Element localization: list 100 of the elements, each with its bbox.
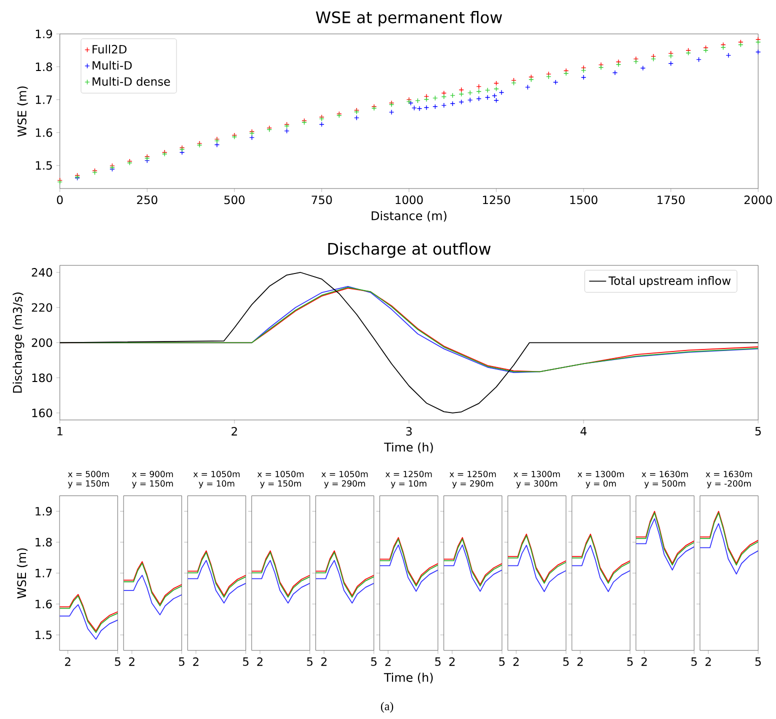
point bbox=[319, 122, 324, 127]
y-tick-label: 240 bbox=[32, 268, 52, 277]
point bbox=[580, 68, 586, 73]
chart-title: Discharge at outflow bbox=[328, 242, 491, 258]
point bbox=[633, 58, 639, 64]
y-tick-label: 1.6 bbox=[36, 128, 52, 137]
x-tick-label: 5 bbox=[114, 657, 120, 666]
x-tick-label: 5 bbox=[435, 657, 441, 666]
y-tick-label: 1.7 bbox=[36, 568, 52, 578]
point bbox=[458, 99, 464, 105]
x-tick-label: 3 bbox=[406, 426, 412, 436]
x-tick-label: 2 bbox=[706, 657, 711, 666]
chart-title: x = 1630m bbox=[642, 470, 688, 478]
point bbox=[416, 106, 422, 112]
chart-title: x = 900m bbox=[132, 470, 173, 478]
point bbox=[441, 94, 447, 100]
point bbox=[525, 84, 530, 90]
y-axis-title: Discharge (m3/s) bbox=[12, 292, 24, 393]
point bbox=[354, 115, 360, 120]
x-tick-label: 5 bbox=[499, 657, 505, 666]
point bbox=[450, 100, 456, 106]
x-tick-label: 5 bbox=[563, 657, 569, 666]
y-tick-label: 180 bbox=[32, 373, 52, 382]
x-tick-label: 2 bbox=[449, 657, 455, 666]
x-axis-title: Time (h) bbox=[384, 672, 433, 684]
x-tick-label: 2 bbox=[129, 657, 134, 666]
x-tick-label: 2 bbox=[193, 657, 198, 666]
chart-subtitle: y = 150m bbox=[68, 480, 109, 488]
chart-subtitle: y = 290m bbox=[452, 480, 494, 488]
chart-title: x = 1050m bbox=[257, 470, 304, 478]
point bbox=[476, 96, 482, 102]
y-tick-label: 160 bbox=[32, 408, 52, 418]
x-tick-label: 5 bbox=[691, 657, 697, 666]
point bbox=[484, 94, 490, 100]
x-tick-label: 5 bbox=[179, 657, 184, 666]
point bbox=[738, 42, 744, 48]
point bbox=[668, 53, 674, 58]
chart-subtitle: y = 0m bbox=[586, 480, 616, 488]
point bbox=[756, 49, 761, 55]
x-tick-label: 1 bbox=[57, 426, 62, 436]
y-tick-label: 200 bbox=[32, 338, 52, 347]
x-tick-label: 5 bbox=[755, 657, 761, 666]
x-tick-label: 4 bbox=[580, 426, 587, 436]
point bbox=[415, 98, 420, 104]
chart-title: x = 1300m bbox=[578, 470, 624, 478]
legend-label: Multi-D bbox=[92, 60, 132, 70]
chart-title: x = 1630m bbox=[706, 470, 752, 478]
point bbox=[563, 70, 569, 76]
point bbox=[528, 76, 534, 82]
y-tick-label: 1.9 bbox=[36, 29, 52, 38]
point bbox=[703, 48, 708, 53]
line-series bbox=[60, 272, 758, 414]
point bbox=[553, 80, 558, 85]
point bbox=[450, 92, 456, 98]
point bbox=[214, 142, 220, 148]
point bbox=[412, 105, 417, 110]
point bbox=[467, 90, 473, 96]
chart-subtitle: y = 10m bbox=[390, 480, 426, 488]
legend-label: Full2D bbox=[92, 44, 126, 54]
x-axis-title: Distance (m) bbox=[372, 210, 446, 222]
chart-subtitle: y = -200m bbox=[706, 480, 751, 488]
point bbox=[476, 84, 482, 90]
point bbox=[432, 95, 438, 101]
point bbox=[650, 56, 656, 62]
x-axis-title: Time (h) bbox=[384, 442, 433, 453]
point bbox=[686, 50, 691, 56]
chart-title: x = 1300m bbox=[514, 470, 560, 478]
point bbox=[458, 87, 464, 92]
y-tick-label: 220 bbox=[32, 303, 52, 312]
chart-title: x = 500m bbox=[68, 470, 109, 478]
x-tick-label: 5 bbox=[755, 426, 761, 436]
point bbox=[546, 74, 552, 80]
y-axis-title: WSE (m) bbox=[16, 548, 28, 598]
point bbox=[640, 65, 646, 71]
point bbox=[511, 80, 516, 86]
point bbox=[249, 134, 255, 140]
y-tick-label: 1.7 bbox=[36, 95, 52, 104]
chart-subtitle: y = 10m bbox=[198, 480, 234, 488]
x-tick-label: 5 bbox=[627, 657, 633, 666]
x-tick-label: 2 bbox=[257, 657, 262, 666]
point bbox=[668, 60, 674, 66]
y-axis-title: WSE (m) bbox=[17, 86, 28, 137]
point bbox=[494, 80, 499, 86]
y-tick-label: 1.9 bbox=[36, 506, 52, 516]
point bbox=[467, 97, 473, 103]
point bbox=[476, 88, 482, 94]
x-tick-label: 2 bbox=[321, 657, 327, 666]
x-tick-label: 750 bbox=[312, 195, 332, 204]
x-tick-label: 2 bbox=[577, 657, 583, 666]
point bbox=[580, 74, 586, 80]
point bbox=[498, 90, 504, 95]
y-tick-label: 1.5 bbox=[36, 630, 52, 640]
chart-subtitle: y = 150m bbox=[132, 480, 173, 488]
point bbox=[720, 44, 726, 50]
point bbox=[494, 86, 499, 92]
point bbox=[441, 102, 447, 108]
x-tick-label: 2 bbox=[385, 657, 391, 666]
x-tick-label: 2 bbox=[513, 657, 519, 666]
point bbox=[616, 62, 622, 68]
x-tick-label: 2 bbox=[232, 426, 237, 436]
